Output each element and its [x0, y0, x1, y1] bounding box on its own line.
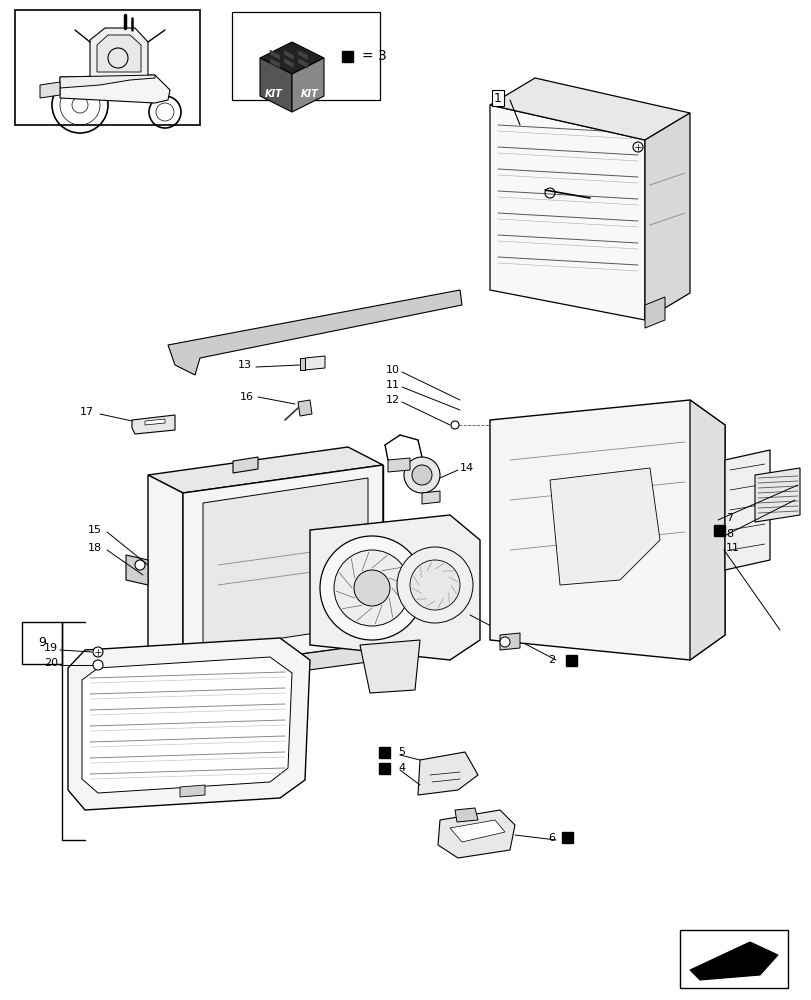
Polygon shape — [182, 643, 383, 687]
Bar — [15, 10, 200, 125]
Circle shape — [93, 647, 103, 657]
Polygon shape — [754, 468, 799, 522]
Bar — [232, 12, 380, 100]
Bar — [562, 832, 573, 843]
Text: KIT: KIT — [265, 89, 282, 99]
Text: 11: 11 — [385, 380, 400, 390]
Bar — [342, 51, 353, 62]
Circle shape — [354, 570, 389, 606]
Text: 20: 20 — [44, 658, 58, 668]
Polygon shape — [148, 475, 182, 670]
Polygon shape — [359, 640, 419, 693]
Polygon shape — [437, 810, 514, 858]
Circle shape — [320, 536, 423, 640]
Polygon shape — [60, 75, 169, 103]
Bar — [679, 930, 787, 988]
Polygon shape — [449, 820, 504, 842]
Text: 10: 10 — [385, 365, 400, 375]
Polygon shape — [292, 58, 324, 112]
Polygon shape — [270, 58, 280, 68]
Text: 18: 18 — [88, 543, 102, 553]
Text: 12: 12 — [385, 395, 400, 405]
Text: 17: 17 — [80, 407, 94, 417]
Circle shape — [500, 637, 509, 647]
Polygon shape — [68, 638, 310, 810]
Text: 1: 1 — [493, 92, 501, 105]
Polygon shape — [180, 785, 204, 797]
Bar — [22, 622, 62, 664]
Circle shape — [545, 421, 553, 429]
Text: 15: 15 — [88, 525, 102, 535]
Text: = 3: = 3 — [362, 49, 386, 63]
Polygon shape — [310, 515, 479, 660]
Polygon shape — [298, 400, 311, 416]
Polygon shape — [298, 58, 307, 68]
Text: 11: 11 — [725, 543, 739, 553]
Polygon shape — [132, 415, 175, 434]
Polygon shape — [40, 82, 60, 98]
Text: 9: 9 — [38, 637, 46, 650]
Text: 4: 4 — [397, 763, 405, 773]
Polygon shape — [305, 356, 324, 370]
Polygon shape — [422, 491, 440, 504]
Polygon shape — [298, 50, 307, 60]
Polygon shape — [126, 555, 148, 585]
Polygon shape — [233, 457, 258, 473]
Bar — [379, 762, 390, 774]
Polygon shape — [500, 633, 519, 650]
Text: 19: 19 — [44, 643, 58, 653]
Text: 16: 16 — [240, 392, 254, 402]
Polygon shape — [418, 752, 478, 795]
Text: 5: 5 — [397, 747, 405, 757]
Polygon shape — [90, 28, 148, 77]
Text: 7: 7 — [725, 513, 732, 523]
Circle shape — [450, 421, 458, 429]
Circle shape — [135, 560, 145, 570]
Text: 2: 2 — [547, 655, 554, 665]
Circle shape — [410, 560, 460, 610]
Polygon shape — [489, 78, 689, 140]
Polygon shape — [644, 113, 689, 320]
Bar — [379, 746, 390, 758]
Circle shape — [333, 550, 410, 626]
Polygon shape — [644, 297, 664, 328]
Polygon shape — [182, 465, 383, 670]
Circle shape — [397, 547, 473, 623]
Polygon shape — [168, 290, 461, 375]
Polygon shape — [454, 808, 478, 822]
Polygon shape — [284, 50, 294, 60]
Polygon shape — [299, 358, 305, 370]
Text: 6: 6 — [547, 833, 554, 843]
Polygon shape — [724, 450, 769, 570]
Polygon shape — [97, 35, 141, 72]
Polygon shape — [260, 58, 292, 112]
Text: KIT: KIT — [301, 89, 319, 99]
Polygon shape — [82, 657, 292, 793]
Circle shape — [93, 660, 103, 670]
Polygon shape — [388, 458, 410, 472]
Polygon shape — [689, 942, 777, 980]
Polygon shape — [489, 105, 644, 320]
Polygon shape — [549, 468, 659, 585]
Polygon shape — [270, 50, 280, 60]
Polygon shape — [203, 478, 367, 650]
Text: 8: 8 — [725, 529, 732, 539]
Polygon shape — [284, 58, 294, 68]
Polygon shape — [148, 447, 383, 493]
Bar — [714, 524, 724, 536]
Circle shape — [411, 465, 431, 485]
Polygon shape — [689, 400, 724, 660]
Polygon shape — [489, 400, 724, 660]
Polygon shape — [260, 42, 324, 74]
Text: 13: 13 — [238, 360, 251, 370]
Text: 14: 14 — [460, 463, 474, 473]
Circle shape — [404, 457, 440, 493]
Polygon shape — [60, 75, 155, 88]
Bar — [566, 654, 577, 666]
Polygon shape — [145, 419, 165, 425]
